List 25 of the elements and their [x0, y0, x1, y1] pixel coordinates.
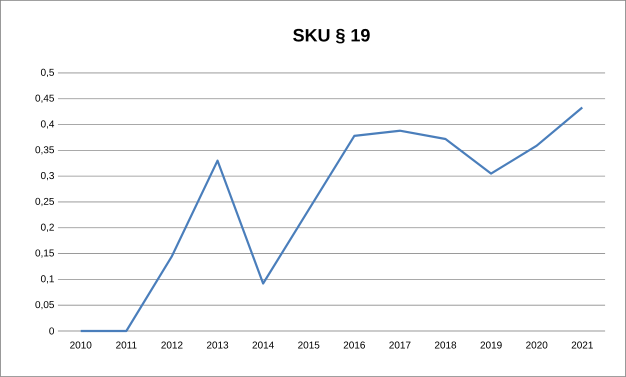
x-tick-label: 2021 [572, 342, 593, 349]
x-tick-label: 2014 [252, 342, 274, 349]
line-series [80, 106, 584, 332]
x-tick-label: 2015 [298, 342, 320, 349]
x-tick-label: 2019 [480, 342, 502, 349]
y-tick-label: 0,4 [40, 120, 54, 129]
x-tick-label: 2016 [344, 342, 365, 349]
y-tick-label: 0,1 [40, 275, 54, 284]
y-tick-label: 0,3 [40, 172, 54, 180]
x-tick-label: 2017 [389, 342, 410, 349]
x-tick-label: 2012 [161, 342, 183, 349]
x-tick-label: 2013 [206, 342, 228, 349]
y-tick-label: 0,25 [35, 198, 54, 206]
chart-title: SKU § 19 [293, 28, 370, 44]
x-tick-label: 2018 [434, 342, 456, 349]
y-tick-label: 0,5 [40, 68, 54, 78]
y-tick-label: 0,35 [35, 146, 54, 155]
x-tick-label: 2020 [526, 342, 548, 349]
x-tick-label: 2011 [116, 342, 137, 349]
y-tick-label: 0 [49, 328, 54, 335]
y-tick-label: 0,05 [35, 301, 54, 310]
y-tick-label: 0,15 [35, 250, 54, 258]
y-tick-label: 0,2 [40, 224, 54, 232]
y-tick-label: 0,45 [35, 94, 54, 103]
x-tick-label: 2010 [70, 342, 92, 349]
